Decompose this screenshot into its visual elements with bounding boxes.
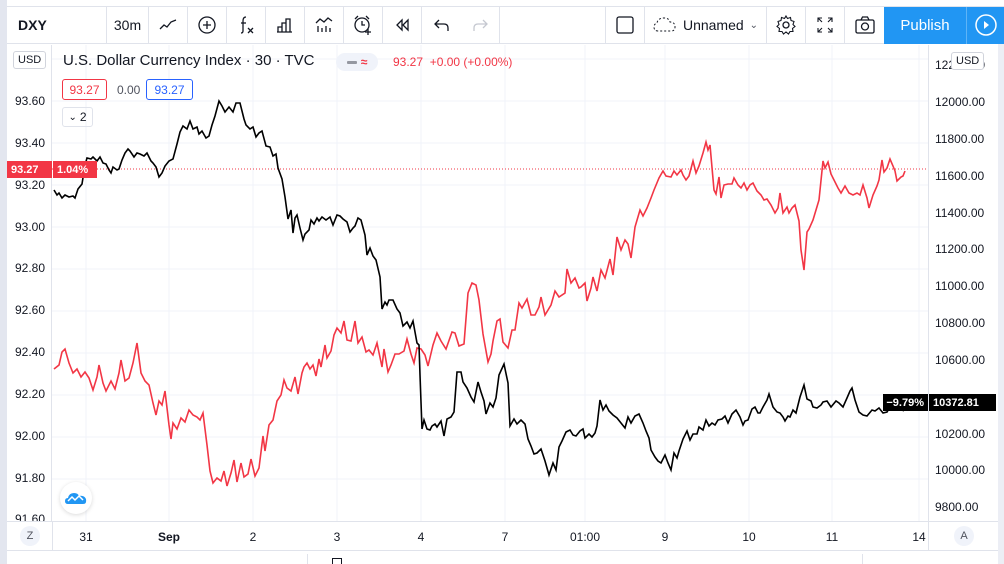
- left-price-scale[interactable]: USD 93.60 93.40 93.20 93.00 92.80 92.60 …: [7, 45, 52, 521]
- time-label: 9: [661, 530, 669, 544]
- calendar-icon[interactable]: [332, 558, 342, 564]
- line-style-icon: [346, 60, 357, 64]
- right-currency-badge[interactable]: USD: [951, 52, 985, 70]
- time-label: 11: [825, 530, 839, 544]
- left-tick: 92.40: [14, 345, 45, 359]
- right-tick: 11800.00: [935, 132, 985, 146]
- time-label: 7: [501, 530, 509, 544]
- time-label: 2: [249, 530, 257, 544]
- publish-options-button[interactable]: [967, 6, 1004, 44]
- time-label: 4: [417, 530, 425, 544]
- left-tick: 93.00: [14, 220, 45, 234]
- camera-icon[interactable]: [845, 7, 884, 44]
- tradingview-cloud-icon: [65, 493, 87, 504]
- undo-icon[interactable]: [422, 7, 461, 44]
- right-tick: 11200.00: [935, 242, 985, 256]
- comparison-series-line: [53, 98, 910, 478]
- right-tick: 10800.00: [935, 316, 986, 330]
- templates-bars-icon[interactable]: [266, 6, 305, 44]
- time-axis[interactable]: Z 31 Sep 2 3 4 7 01:00 9 10 11 14 A: [7, 521, 998, 551]
- left-tick: 92.00: [14, 429, 45, 443]
- play-circle-icon: [974, 14, 997, 36]
- left-tick: 93.60: [14, 94, 45, 108]
- gear-icon[interactable]: [767, 6, 806, 44]
- time-label: 01:00: [569, 530, 601, 544]
- time-label: 14: [912, 530, 926, 544]
- chevron-down-icon: ⌄: [68, 111, 77, 123]
- right-tick: 10000.00: [935, 463, 986, 477]
- divider: [862, 554, 863, 564]
- right-tick: 10200.00: [935, 427, 986, 441]
- axis-divider: [928, 522, 929, 551]
- left-tick: 92.20: [14, 387, 45, 401]
- fullscreen-icon[interactable]: [806, 6, 845, 44]
- publish-button[interactable]: Publish: [884, 6, 967, 44]
- approx-icon: ≈: [360, 55, 368, 69]
- legend-price-change: 93.27 +0.00 (+0.00%): [393, 55, 513, 69]
- right-tick: 9800.00: [935, 500, 979, 514]
- left-tick: 91.60: [14, 512, 45, 521]
- layout-name-dropdown[interactable]: Unnamed ⌄: [645, 6, 767, 44]
- square-icon[interactable]: [606, 6, 645, 44]
- auto-scale-button[interactable]: A: [954, 526, 974, 546]
- chart-properties-icon[interactable]: [305, 6, 344, 44]
- toolbar-spacer: [500, 6, 606, 44]
- axis-divider: [52, 522, 53, 551]
- bottom-panel-bar: [7, 551, 998, 564]
- ask-price-box[interactable]: 93.27: [146, 79, 193, 100]
- left-tick: 93.20: [14, 178, 45, 192]
- chart-type-line-icon[interactable]: [149, 6, 188, 44]
- dxy-series-line: [53, 138, 906, 487]
- top-divider: [7, 6, 1004, 7]
- right-tick: 12000.00: [935, 95, 986, 109]
- left-currency-badge[interactable]: USD: [13, 51, 47, 69]
- symbol-search-button[interactable]: DXY: [7, 6, 107, 44]
- compare-add-icon[interactable]: [188, 6, 227, 44]
- tradingview-logo-button[interactable]: [60, 482, 92, 514]
- legend-series-style-pill[interactable]: ≈: [336, 53, 378, 71]
- spread-value: 0.00: [117, 83, 141, 97]
- symbol-legend-title[interactable]: U.S. Dollar Currency Index · 30 · TVC: [63, 52, 315, 69]
- cloud-icon: [653, 17, 676, 32]
- collapsed-count: 2: [79, 110, 87, 124]
- left-current-price-tag: 93.27: [7, 161, 52, 178]
- time-label: 10: [742, 530, 756, 544]
- left-tick: 92.60: [14, 303, 45, 317]
- left-tick: 93.40: [14, 136, 45, 150]
- left-border: [0, 0, 7, 564]
- redo-icon[interactable]: [461, 6, 500, 44]
- right-price-scale[interactable]: 12200.00 12000.00 11800.00 11600.00 1140…: [928, 45, 998, 521]
- top-toolbar: DXY 30m: [7, 6, 1004, 44]
- left-tick: 91.80: [14, 471, 45, 485]
- alert-add-icon[interactable]: [344, 6, 383, 44]
- time-label: 3: [333, 530, 341, 544]
- right-tick: 11600.00: [935, 169, 985, 183]
- right-scrollbar[interactable]: [998, 44, 1004, 564]
- legend-collapse-button[interactable]: ⌄ 2: [62, 107, 93, 127]
- right-tick: 11000.00: [935, 279, 985, 293]
- right-tick: 10600.00: [935, 353, 986, 367]
- chevron-down-icon: ⌄: [749, 19, 759, 31]
- replay-icon[interactable]: [383, 6, 422, 44]
- right-change-tag: −9.79%: [883, 394, 928, 411]
- right-tick: 11400.00: [935, 206, 985, 220]
- interval-button[interactable]: 30m: [107, 6, 149, 44]
- layout-name: Unnamed: [682, 17, 744, 33]
- time-zoom-button[interactable]: Z: [20, 526, 40, 546]
- time-label: 31: [79, 530, 93, 544]
- indicators-fx-icon[interactable]: [227, 6, 266, 44]
- right-current-price-tag: 10372.81: [929, 394, 996, 411]
- left-tick: 92.80: [14, 261, 45, 275]
- bid-price-box[interactable]: 93.27: [62, 79, 107, 100]
- grid: [52, 45, 928, 521]
- left-change-tag: 1.04%: [53, 161, 97, 178]
- time-label: Sep: [157, 530, 181, 544]
- price-chart[interactable]: [7, 45, 928, 521]
- divider: [307, 554, 308, 564]
